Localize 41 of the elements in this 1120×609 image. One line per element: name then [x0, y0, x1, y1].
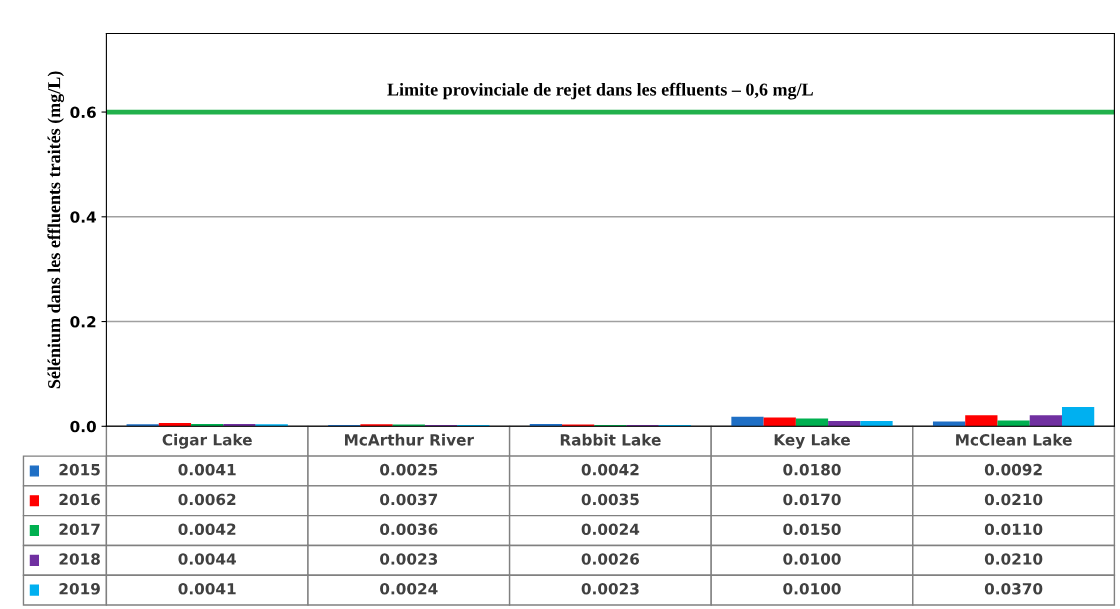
data-label: 0.0023	[380, 553, 438, 565]
ref-line-label: Limite provinciale de rejet dans les effluents – 0,6 mg/L	[387, 82, 813, 100]
data-label: 0.0150	[783, 523, 841, 535]
data-label: 0.0210	[984, 493, 1043, 506]
data-label: 0.0025	[380, 463, 438, 476]
legend-label: 2017	[59, 523, 100, 535]
data-label: 0.0024	[380, 583, 438, 595]
data-label: 0.0041	[178, 583, 236, 595]
data-label: 0.0042	[581, 463, 639, 476]
x-tick-label: McArthur River	[345, 433, 474, 446]
data-label: 0.0092	[984, 463, 1042, 476]
data-label: 0.0062	[178, 493, 236, 506]
y-tick-label: 0.6	[70, 106, 96, 119]
data-label: 0.0024	[581, 523, 640, 535]
data-label: 0.0100	[783, 583, 841, 595]
data-label: 0.0210	[984, 553, 1043, 565]
data-label: 0.0037	[380, 493, 438, 506]
data-label: 0.0041	[178, 463, 236, 476]
data-label: 0.0042	[178, 523, 236, 535]
y-tick-label: 0.4	[70, 211, 96, 223]
data-label: 0.0044	[178, 553, 236, 565]
data-label: 0.0170	[783, 493, 841, 506]
data-label: 0.0370	[984, 583, 1043, 595]
data-label: 0.0110	[984, 523, 1043, 535]
legend-label: 2016	[59, 493, 101, 506]
data-label: 0.0100	[783, 553, 841, 565]
legend-label: 2019	[59, 583, 100, 595]
data-label: 0.0180	[783, 463, 841, 476]
y-axis-title: Sélénium dans les effluents traités (mg/L)	[47, 71, 65, 389]
legend-label: 2015	[59, 463, 100, 476]
x-tick-label: Key Lake	[774, 433, 850, 449]
data-label: 0.0026	[581, 553, 640, 565]
x-tick-label: Rabbit Lake	[560, 433, 661, 446]
data-label: 0.0036	[380, 523, 438, 535]
x-tick-label: Cigar Lake	[162, 433, 252, 449]
x-tick-label: McClean Lake	[956, 433, 1072, 446]
legend-label: 2018	[59, 553, 100, 565]
y-tick-label: 0.2	[70, 316, 96, 328]
data-label: 0.0023	[581, 583, 639, 595]
data-label: 0.0035	[581, 493, 639, 506]
y-tick-label: 0.0	[70, 420, 96, 433]
